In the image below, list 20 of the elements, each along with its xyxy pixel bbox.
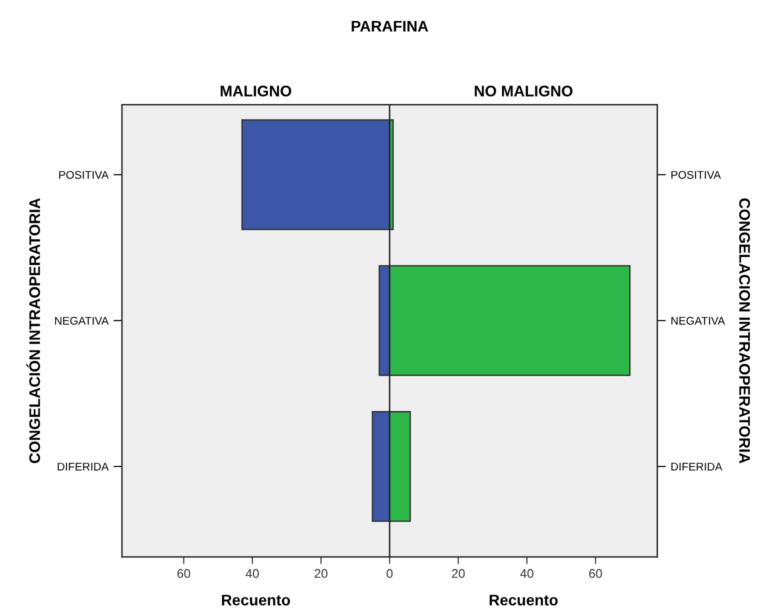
- x-tick-label: 60: [177, 569, 190, 578]
- x-tick-label: 0: [386, 569, 393, 578]
- y-tick-label: NEGATIVA: [671, 316, 726, 325]
- y-tick-label: POSITIVA: [671, 170, 721, 179]
- x-tick-label: 40: [246, 569, 259, 578]
- text: PARAFINA: [352, 20, 428, 32]
- y-tick-label: DIFERIDA: [58, 462, 109, 470]
- x-tick-label: 60: [589, 569, 602, 578]
- x-axis-title: Recuento: [222, 594, 290, 606]
- y-axis-title: CONGELACION INTRAOPERATORIA: [739, 198, 750, 464]
- y-axis-title: CONGELACIÓN INTRAOPERATORIA: [26, 198, 40, 464]
- x-tick-label: 40: [520, 569, 534, 578]
- x-tick-label: 20: [314, 569, 328, 578]
- x-tick-label: 20: [452, 569, 465, 578]
- chart-title: NO MALIGNO: [474, 86, 572, 96]
- chart-title: MALIGNO: [220, 86, 292, 96]
- y-tick-label: POSITIVA: [59, 170, 109, 179]
- y-tick-label: NEGATIVA: [55, 316, 109, 325]
- x-axis-title: Recuento: [490, 594, 558, 606]
- y-tick-label: DIFERIDA: [671, 462, 722, 470]
